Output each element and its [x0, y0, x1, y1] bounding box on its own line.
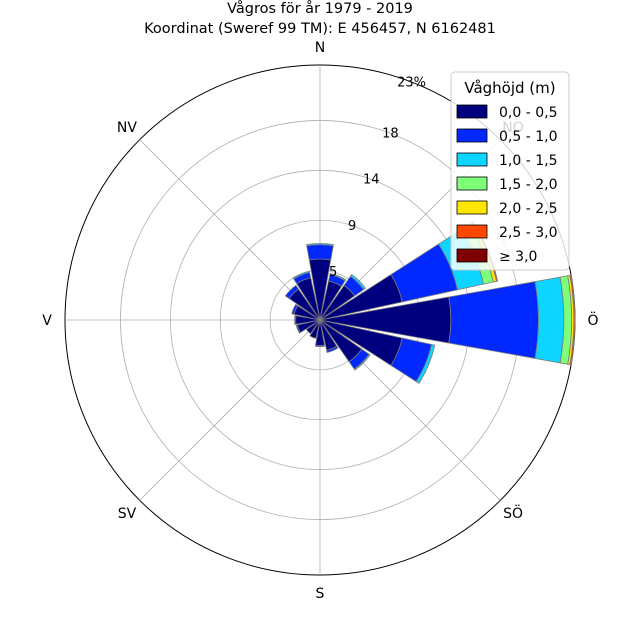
bar-segment — [314, 344, 326, 348]
bar-segment — [305, 319, 321, 335]
direction-label: N — [315, 40, 325, 56]
radial-tick-label: 14 — [363, 173, 380, 188]
bar-segment — [353, 353, 371, 371]
radial-tick-label: 9 — [348, 219, 356, 234]
legend-swatch — [456, 224, 488, 239]
bar-segment — [292, 270, 311, 280]
legend-entry-label: 0,5 - 1,0 — [499, 129, 557, 145]
bar-segment — [295, 324, 301, 334]
legend-title: Våghöjd (m) — [464, 79, 555, 97]
legend-entry-label: 2,0 - 2,5 — [499, 201, 557, 217]
bar-segment — [284, 284, 300, 300]
bar-segment — [291, 303, 299, 315]
direction-label: S — [316, 586, 325, 602]
direction-label: V — [42, 313, 52, 329]
legend-box — [450, 71, 570, 271]
legend-entry-label: 0,0 - 0,5 — [499, 105, 557, 121]
legend-swatch — [456, 248, 488, 263]
legend: Våghöjd (m) 0,0 - 0,5 0,5 - 1,0 1,0 - 1,5 1,… — [450, 71, 570, 271]
legend-entry-label: ≥ 3,0 — [499, 249, 537, 265]
direction-label: NV — [117, 120, 137, 136]
legend-swatch — [456, 200, 488, 215]
legend-swatch — [456, 152, 488, 167]
direction-label: SÖ — [503, 504, 523, 522]
bar-segment — [306, 244, 334, 261]
direction-label: SV — [118, 506, 137, 522]
legend-entry-label: 1,5 - 2,0 — [499, 177, 557, 193]
bar-segment — [329, 272, 347, 282]
grid-spoke — [139, 319, 321, 501]
direction-label: Ö — [587, 311, 598, 329]
legend-entry-label: 2,5 - 3,0 — [499, 225, 557, 241]
bar-segment — [415, 343, 436, 384]
radial-tick-label: 23% — [397, 75, 426, 90]
bar-segment — [309, 319, 321, 339]
bar-segment — [448, 281, 539, 359]
radial-tick-label: 18 — [382, 127, 399, 142]
chart-title: Vågros för år 1979 - 2019 — [227, 0, 413, 17]
legend-swatch — [456, 128, 488, 143]
bar-segment — [306, 243, 334, 247]
bar-segment — [349, 273, 367, 291]
bar-segment — [534, 276, 565, 364]
bar-segment — [569, 274, 576, 366]
chart-subtitle: Koordinat (Sweref 99 TM): E 456457, N 61… — [144, 21, 496, 37]
bar-segment — [326, 345, 339, 353]
legend-entry-label: 1,0 - 1,5 — [499, 153, 557, 169]
legend-swatch — [456, 176, 488, 191]
radial-tick-label: 5 — [329, 265, 337, 280]
legend-swatch — [456, 104, 488, 119]
bar-segment — [294, 315, 297, 325]
